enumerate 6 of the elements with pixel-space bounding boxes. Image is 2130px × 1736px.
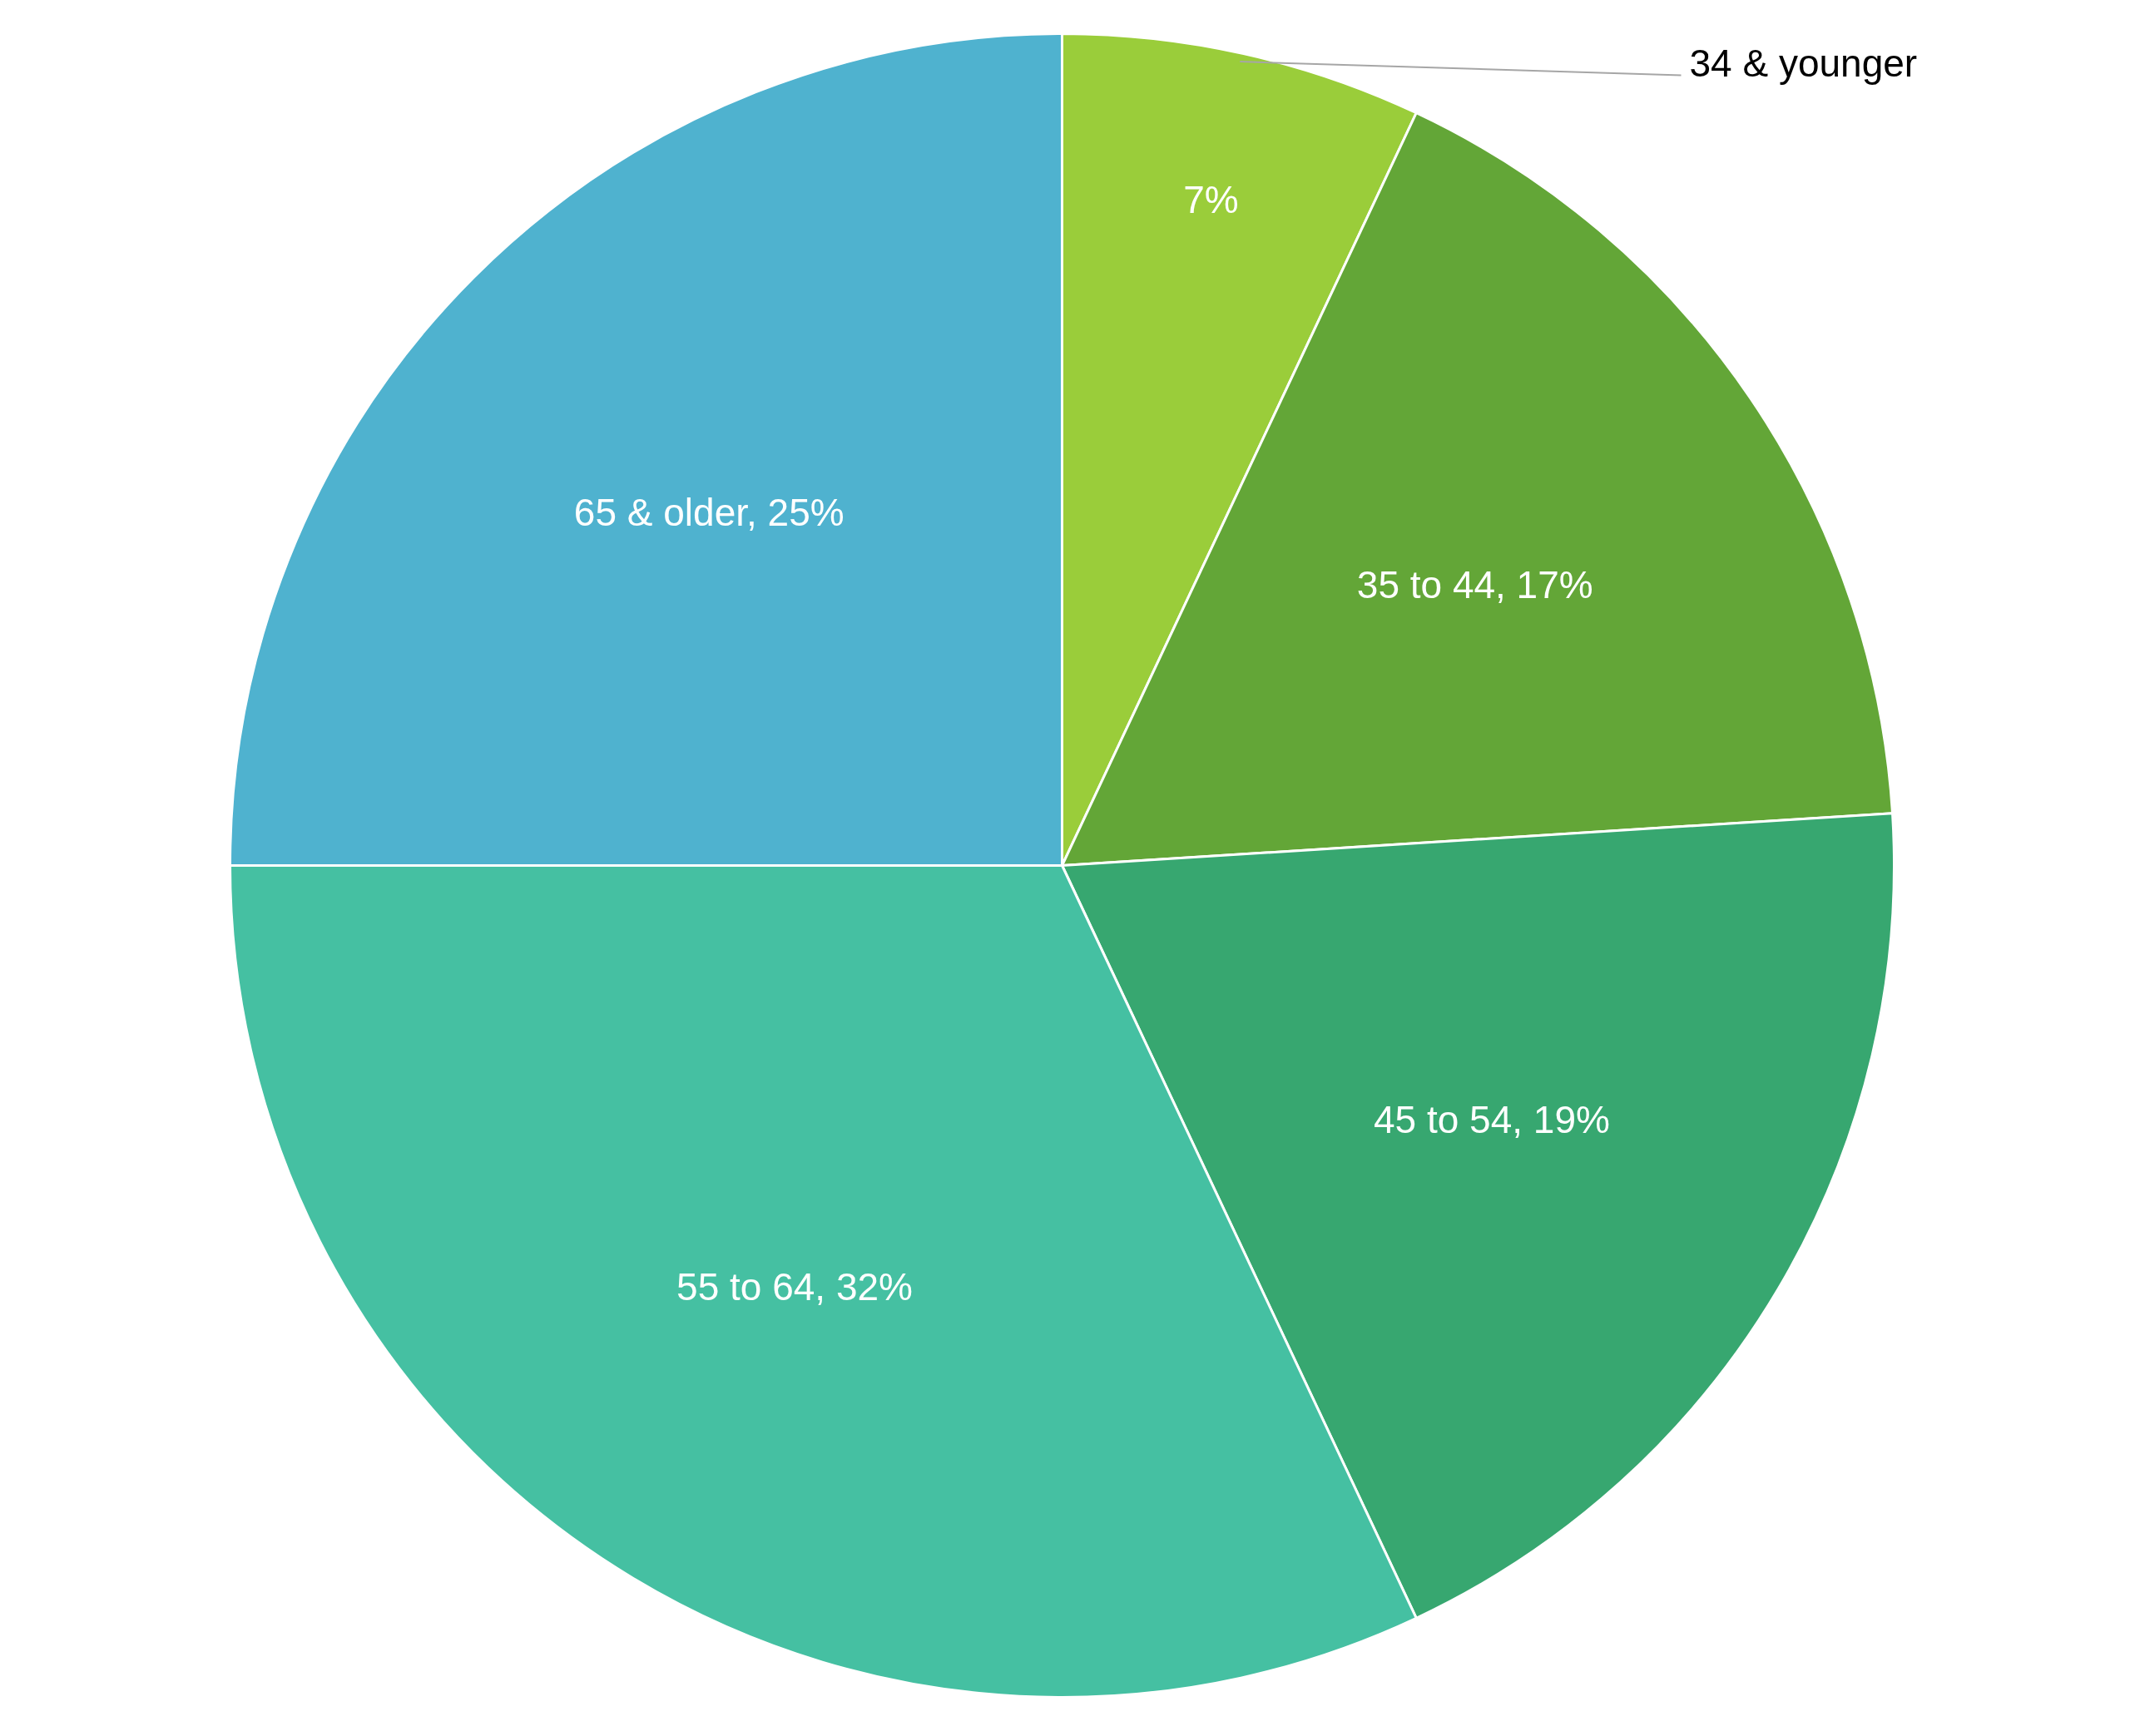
data-label: 7% — [1183, 178, 1239, 222]
slice-label: 65 & older, 25% — [573, 491, 845, 535]
slice-label: 45 to 54, 19% — [1374, 1097, 1610, 1141]
slice-label: 35 to 44, 17% — [1356, 563, 1593, 607]
slice-label: 34 & younger — [1689, 41, 1918, 85]
slice-label: 55 to 64, 32% — [676, 1265, 913, 1309]
